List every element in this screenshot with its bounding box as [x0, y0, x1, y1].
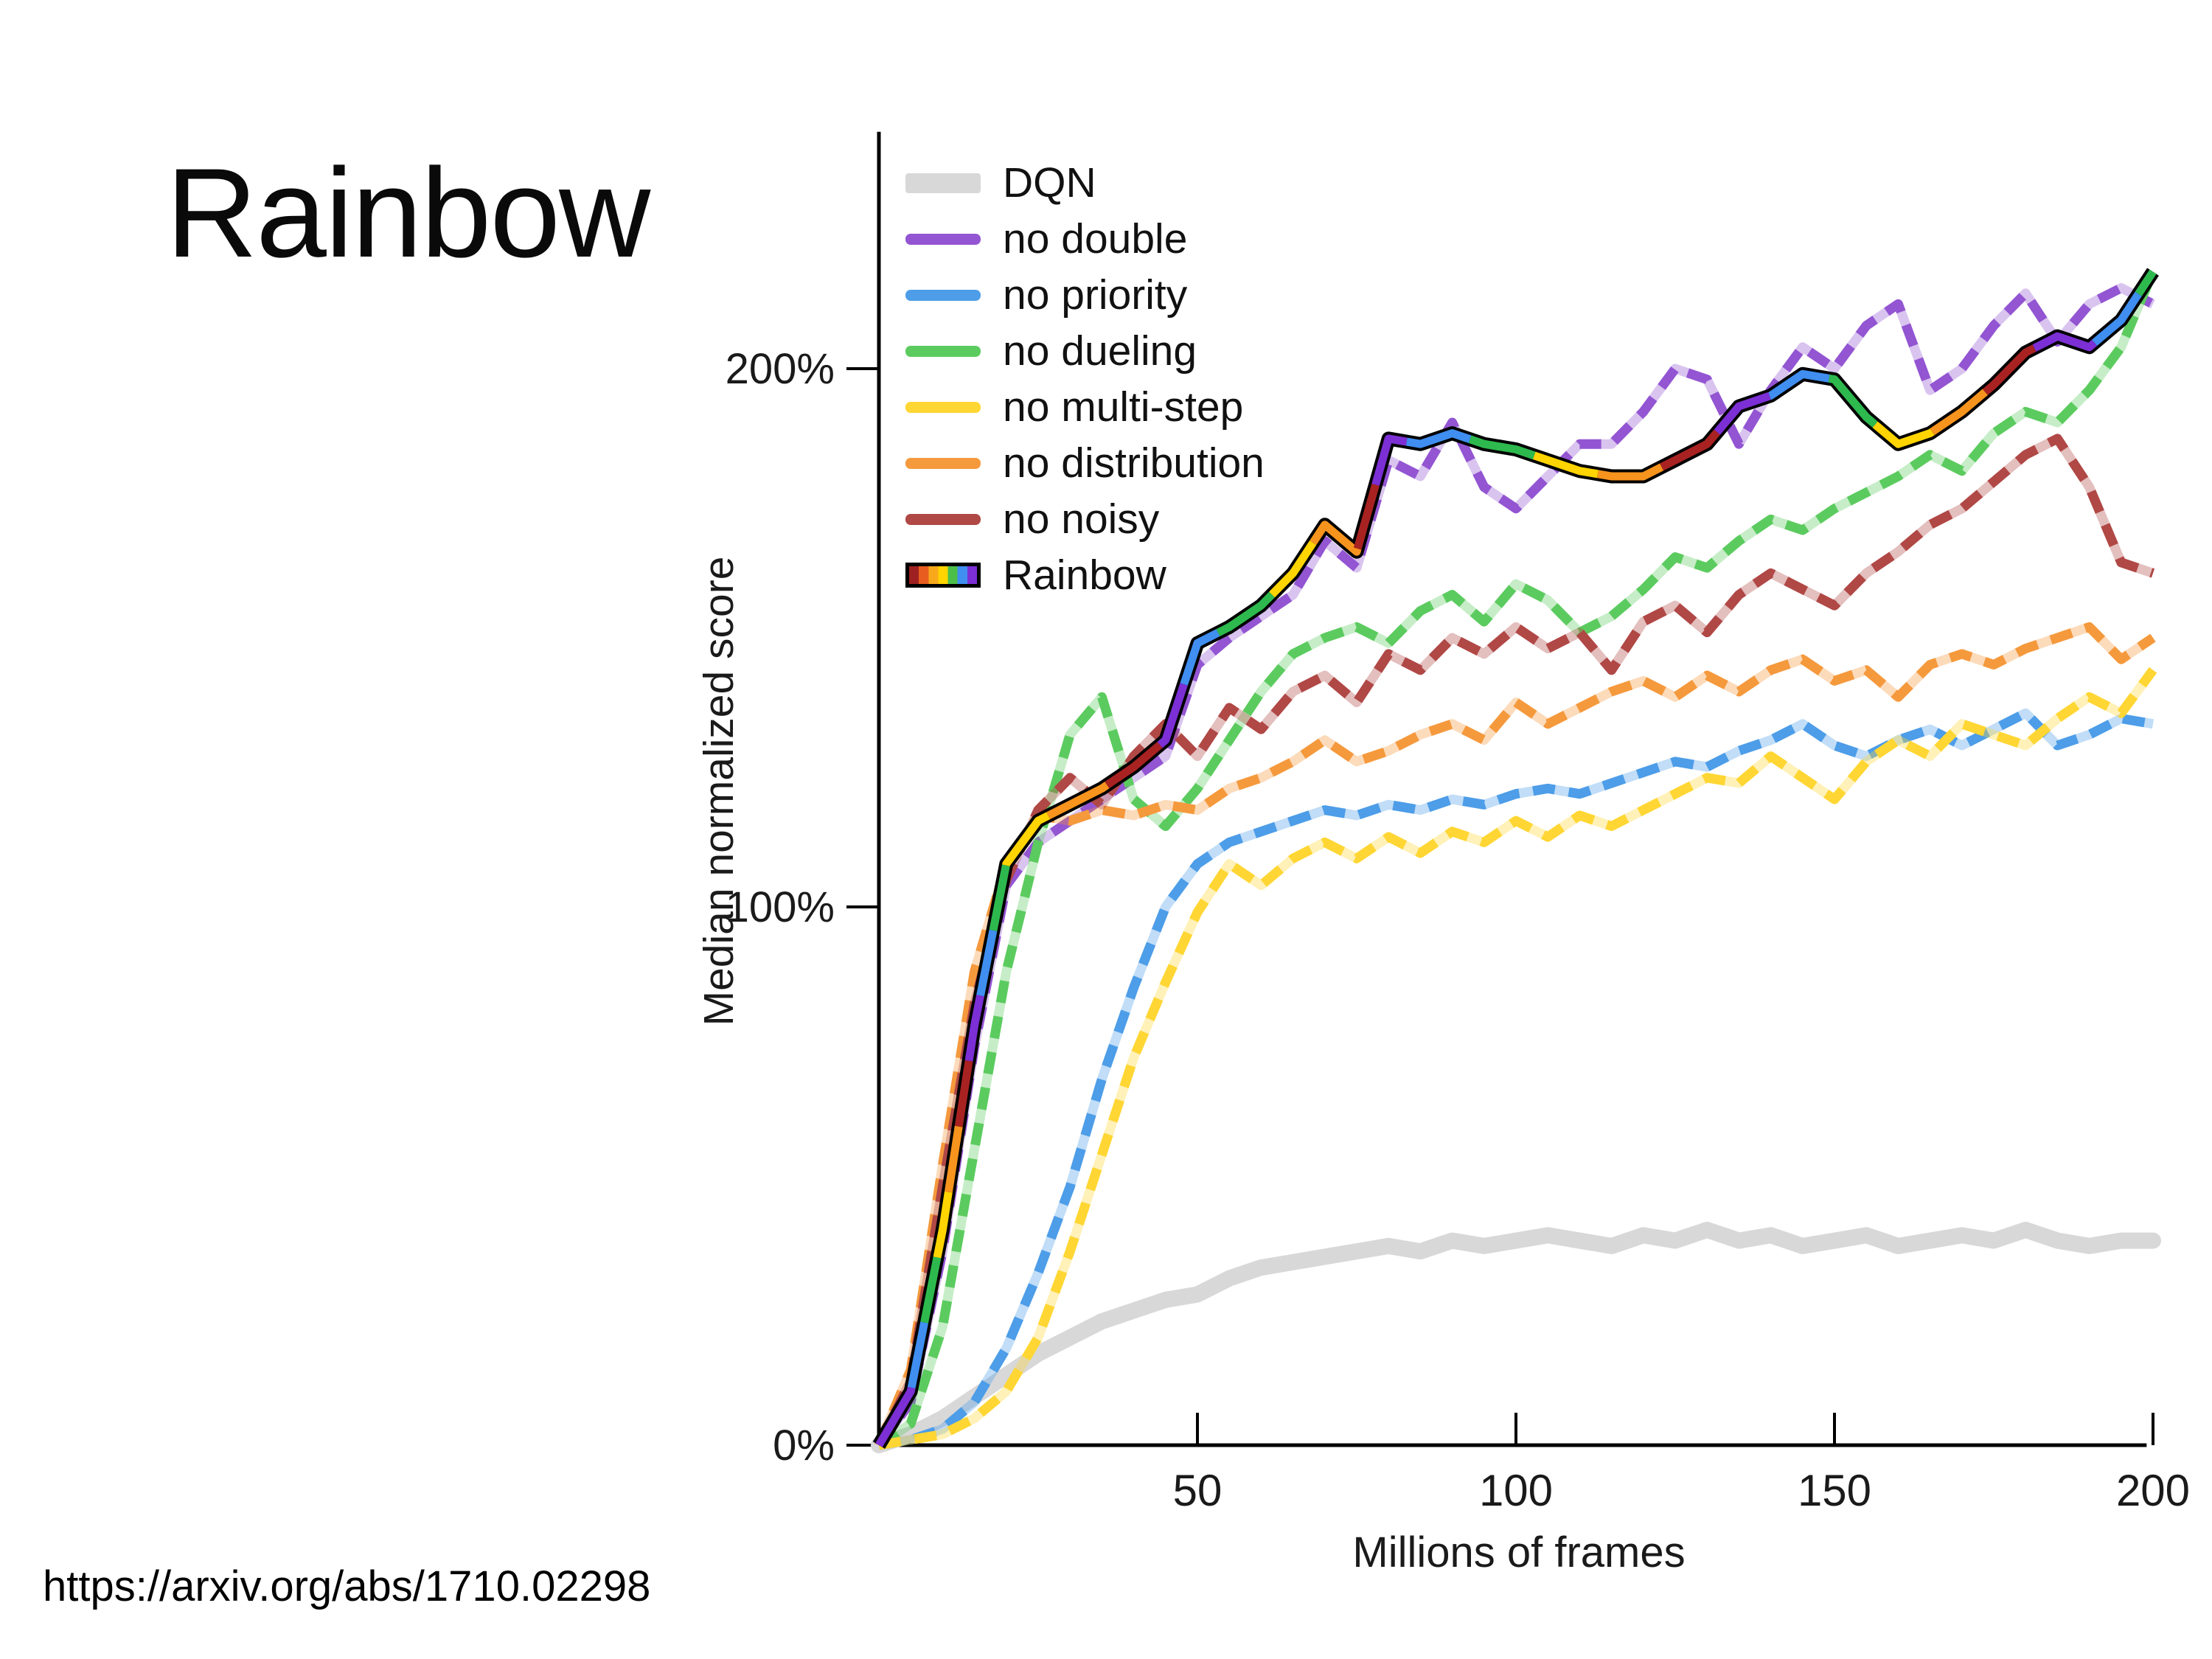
- curve-no-multi-step: [877, 667, 2157, 1450]
- legend-swatch-no-multi-step: [905, 401, 981, 413]
- curve-dqn: [871, 1222, 2161, 1453]
- legend-swatch-no-double: [905, 233, 981, 245]
- legend-swatch-no-dueling: [905, 345, 981, 357]
- legend-label: no dueling: [1003, 327, 1197, 375]
- legend-item-no-multi-step: no multi-step: [905, 379, 1265, 435]
- legend-label: DQN: [1003, 159, 1096, 206]
- slide-title: Rainbow: [166, 142, 650, 284]
- x-tick-label: 200: [2116, 1466, 2190, 1515]
- curve-rainbow-segment: [875, 269, 2157, 1447]
- curve-no-dueling: [876, 270, 2157, 1450]
- legend-item-rainbow: Rainbow: [905, 547, 1265, 603]
- y-tick-label: 100%: [726, 883, 835, 931]
- x-tick-label: 150: [1798, 1466, 1871, 1515]
- curve-no-double: [874, 283, 2155, 1448]
- x-tick-label: 50: [1173, 1466, 1222, 1515]
- legend-item-no-distribution: no distribution: [905, 435, 1265, 491]
- legend-item-no-priority: no priority: [905, 267, 1265, 323]
- chart-legend: DQN no double no priority no dueling no …: [905, 155, 1265, 603]
- y-axis-title: Median normalized score: [695, 556, 742, 1026]
- legend-label: no priority: [1003, 271, 1188, 319]
- legend-label: no noisy: [1003, 495, 1160, 543]
- legend-label: no distribution: [1003, 439, 1265, 487]
- legend-item-no-double: no double: [905, 211, 1265, 267]
- legend-swatch-rainbow: [905, 563, 981, 588]
- legend-swatch-no-priority: [905, 289, 981, 301]
- legend-swatch-dqn: [905, 173, 981, 193]
- legend-label: Rainbow: [1003, 552, 1166, 599]
- y-tick-label: 200%: [726, 345, 835, 393]
- source-url-link[interactable]: https://arxiv.org/abs/1710.02298: [43, 1562, 651, 1610]
- legend-swatch-no-noisy: [905, 513, 981, 525]
- y-tick-label: 0%: [773, 1422, 835, 1470]
- legend-item-no-noisy: no noisy: [905, 491, 1265, 547]
- x-axis-title: Millions of frames: [1352, 1528, 1686, 1576]
- x-tick-label: 100: [1479, 1466, 1553, 1515]
- curve-no-distribution-underlay: [874, 622, 2156, 1447]
- legend-item-no-dueling: no dueling: [905, 323, 1265, 379]
- curve-no-priority: [877, 708, 2154, 1450]
- curve-rainbow-segment: [875, 269, 2157, 1447]
- legend-label: no double: [1003, 215, 1188, 262]
- legend-item-dqn: DQN: [905, 155, 1265, 211]
- legend-swatch-no-distribution: [905, 457, 981, 469]
- legend-label: no multi-step: [1003, 383, 1244, 431]
